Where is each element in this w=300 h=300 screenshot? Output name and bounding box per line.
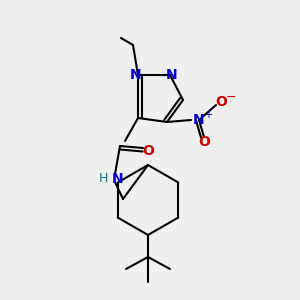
- Text: +: +: [204, 110, 212, 120]
- Text: N: N: [193, 113, 205, 127]
- Text: N: N: [130, 68, 142, 82]
- Text: O: O: [215, 95, 227, 109]
- Text: N: N: [112, 172, 124, 186]
- Text: H: H: [98, 172, 108, 185]
- Text: O: O: [142, 144, 154, 158]
- Text: N: N: [166, 68, 178, 82]
- Text: O: O: [198, 135, 210, 149]
- Text: −: −: [226, 91, 236, 103]
